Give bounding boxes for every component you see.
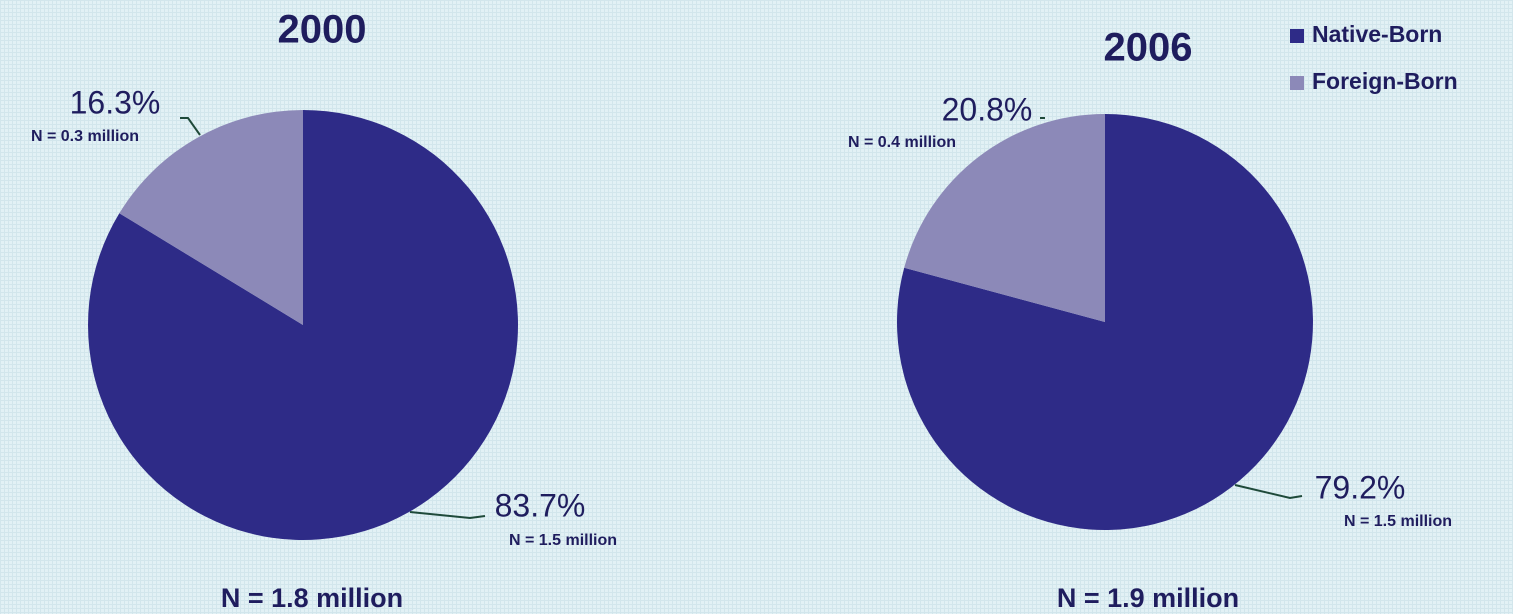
legend-label: Native-Born: [1312, 21, 1442, 47]
value-label: 16.3%: [70, 84, 161, 120]
leader-line: [1234, 484, 1303, 500]
slice-note: N = 1.5 million: [509, 532, 617, 549]
chart-title: 2006: [1104, 26, 1193, 70]
slice-note: N = 0.3 million: [31, 128, 139, 145]
pie-slice: [904, 113, 1105, 322]
legend-swatch: [1290, 29, 1304, 43]
leader-line: [409, 511, 486, 520]
value-label: 83.7%: [495, 487, 586, 523]
value-label: 79.2%: [1315, 469, 1406, 505]
legend-swatch: [1290, 76, 1304, 90]
slice-note: N = 0.4 million: [848, 134, 956, 151]
leader-line: [180, 117, 201, 136]
chart-note: N = 1.9 million: [1057, 583, 1239, 613]
pie-slice: [119, 110, 303, 325]
chart-note: N = 1.8 million: [221, 583, 403, 613]
legend-label: Foreign-Born: [1312, 68, 1458, 94]
value-label: 20.8%: [942, 91, 1033, 127]
slice-note: N = 1.5 million: [1344, 513, 1452, 530]
chart-title: 2000: [278, 8, 367, 52]
